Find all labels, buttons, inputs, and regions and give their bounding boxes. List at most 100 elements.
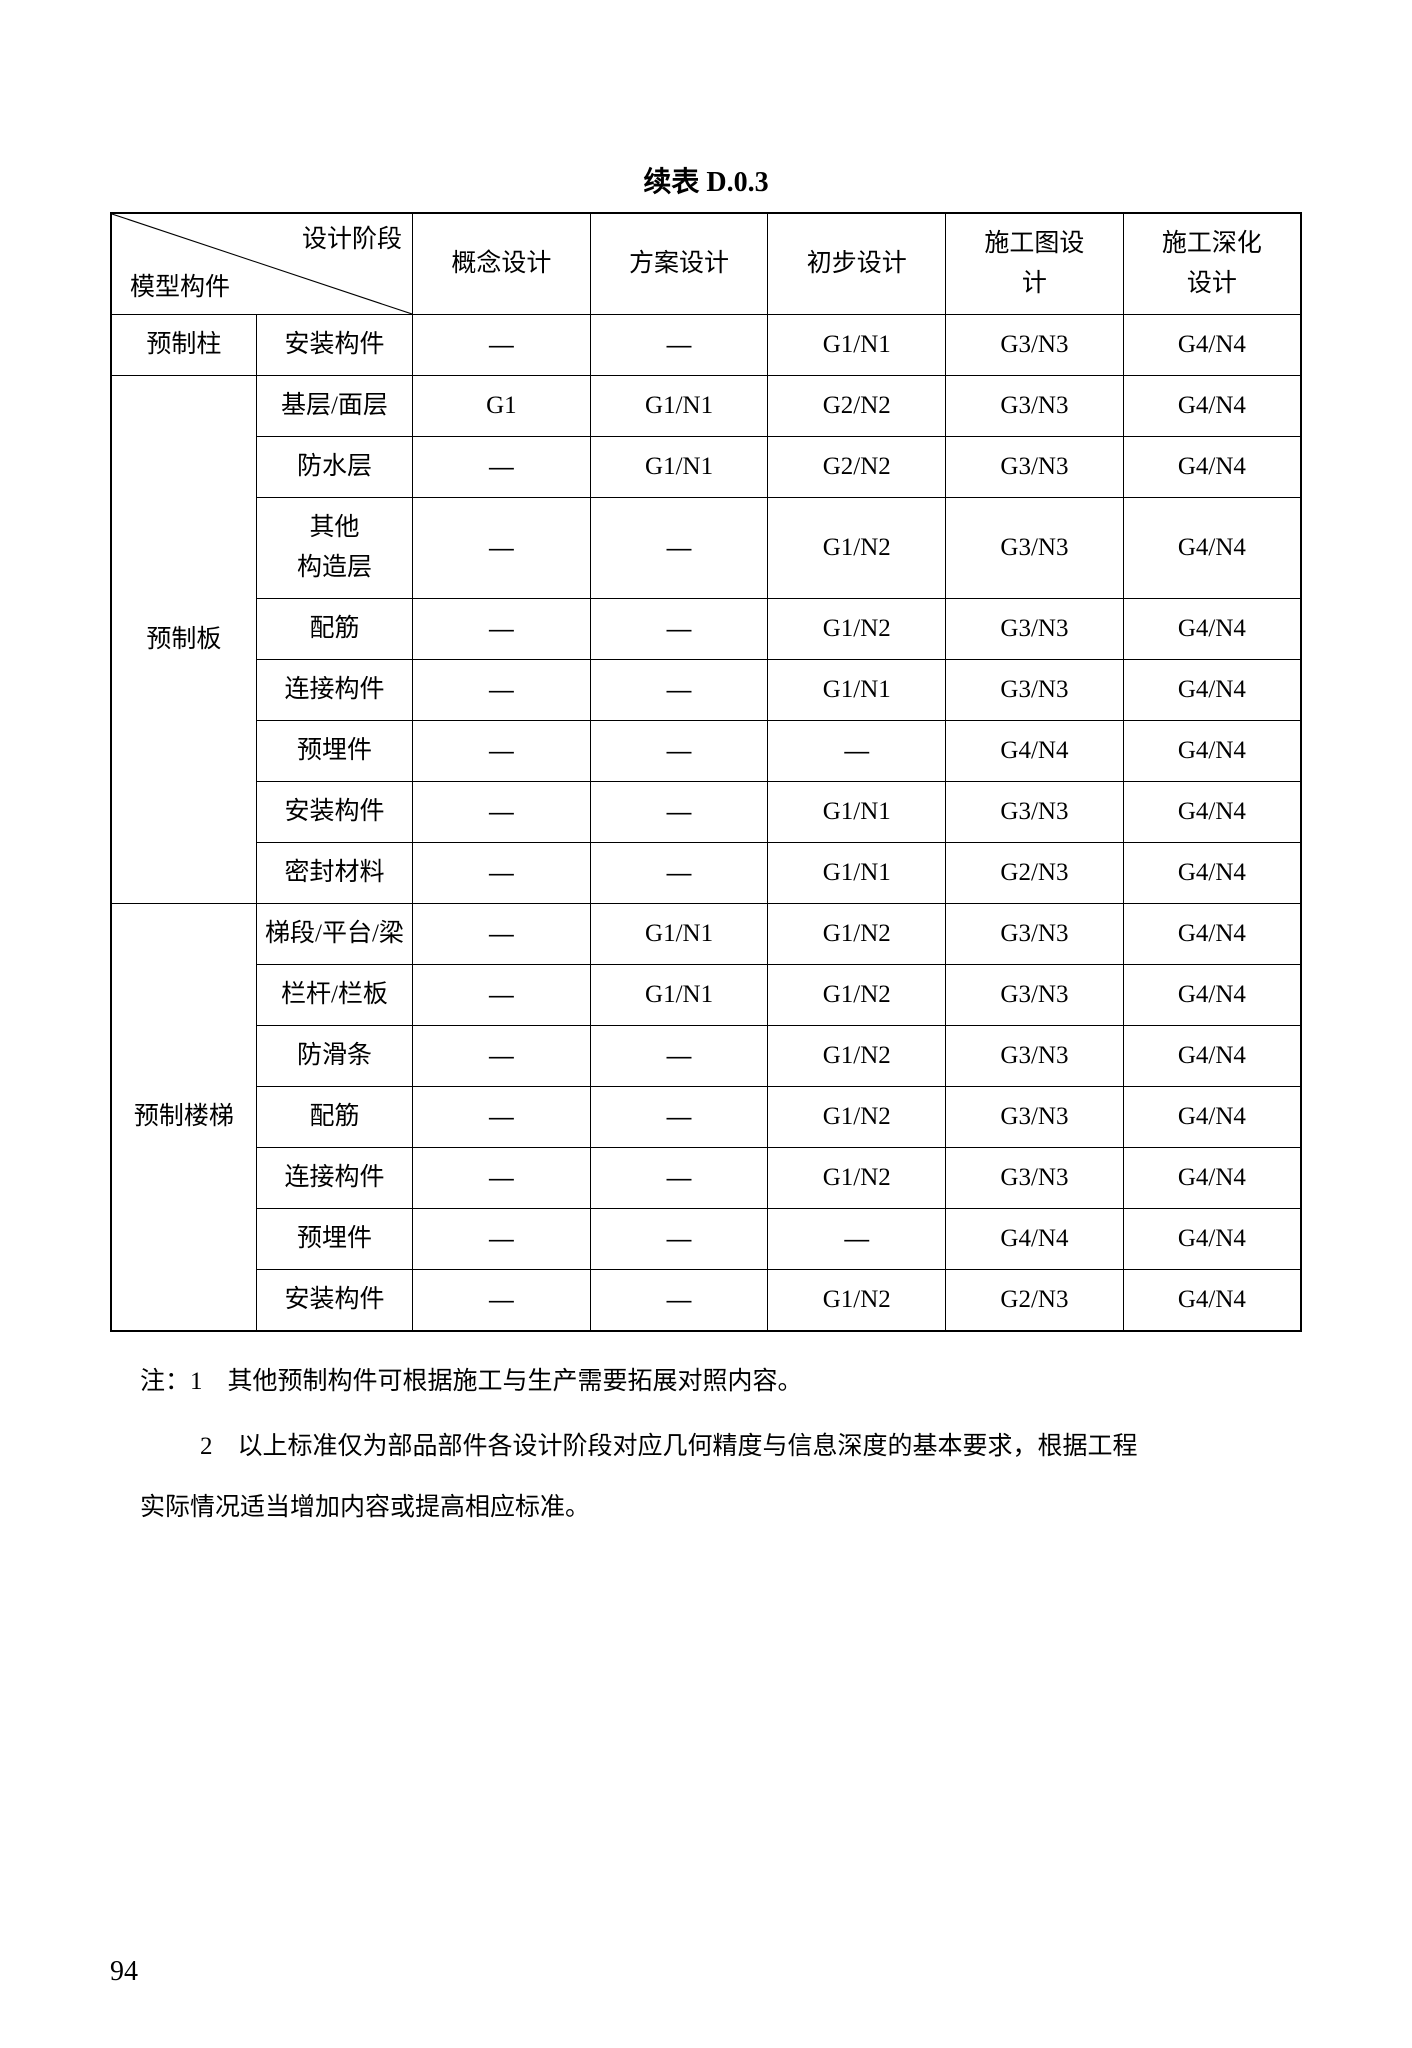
data-cell: G4/N4 (1123, 904, 1301, 965)
data-cell: — (768, 721, 946, 782)
data-cell: — (590, 1270, 768, 1332)
row-label-cell: 栏杆/栏板 (256, 965, 412, 1026)
data-cell: G2/N3 (946, 1270, 1124, 1332)
data-cell: G2/N2 (768, 376, 946, 437)
data-cell: — (413, 1087, 591, 1148)
table-body: 预制柱安装构件——G1/N1G3/N3G4/N4预制板基层/面层G1G1/N1G… (111, 315, 1301, 1332)
data-cell: G4/N4 (1123, 437, 1301, 498)
data-cell: G4/N4 (1123, 1087, 1301, 1148)
data-cell: G1/N1 (590, 965, 768, 1026)
data-cell: G3/N3 (946, 904, 1124, 965)
row-label-cell: 防水层 (256, 437, 412, 498)
data-cell: G1/N2 (768, 1148, 946, 1209)
data-cell: — (590, 1148, 768, 1209)
data-table: 设计阶段 模型构件 概念设计 方案设计 初步设计 施工图设计 施工深化设计 预制… (110, 212, 1302, 1332)
note-line: 2 以上标准仅为部品部件各设计阶段对应几何精度与信息深度的基本要求，根据工程 (140, 1419, 1302, 1474)
row-label-cell: 防滑条 (256, 1026, 412, 1087)
table-row: 安装构件——G1/N1G3/N3G4/N4 (111, 782, 1301, 843)
data-cell: — (590, 498, 768, 599)
row-label-cell: 安装构件 (256, 315, 412, 376)
data-cell: G1/N2 (768, 1087, 946, 1148)
row-label-cell: 安装构件 (256, 1270, 412, 1332)
data-cell: — (590, 660, 768, 721)
column-header: 施工深化设计 (1123, 213, 1301, 315)
diagonal-header-cell: 设计阶段 模型构件 (111, 213, 413, 315)
data-cell: G4/N4 (1123, 599, 1301, 660)
row-label-cell: 连接构件 (256, 660, 412, 721)
data-cell: G1/N1 (768, 843, 946, 904)
notes-block: 注：1 其他预制构件可根据施工与生产需要拓展对照内容。 2 以上标准仅为部品部件… (110, 1354, 1302, 1535)
data-cell: G1/N2 (768, 1270, 946, 1332)
table-row: 安装构件——G1/N2G2/N3G4/N4 (111, 1270, 1301, 1332)
row-label-cell: 安装构件 (256, 782, 412, 843)
table-row: 预制楼梯梯段/平台/梁—G1/N1G1/N2G3/N3G4/N4 (111, 904, 1301, 965)
table-row: 预埋件———G4/N4G4/N4 (111, 721, 1301, 782)
data-cell: G3/N3 (946, 437, 1124, 498)
column-header: 施工图设计 (946, 213, 1124, 315)
data-cell: G1/N1 (768, 315, 946, 376)
data-cell: — (413, 843, 591, 904)
data-cell: — (413, 1209, 591, 1270)
table-row: 预埋件———G4/N4G4/N4 (111, 1209, 1301, 1270)
table-row: 配筋——G1/N2G3/N3G4/N4 (111, 1087, 1301, 1148)
data-cell: G1/N1 (768, 782, 946, 843)
column-header: 方案设计 (590, 213, 768, 315)
table-row: 连接构件——G1/N2G3/N3G4/N4 (111, 1148, 1301, 1209)
data-cell: G1/N2 (768, 1026, 946, 1087)
group-name-cell: 预制板 (111, 376, 256, 904)
data-cell: — (413, 721, 591, 782)
data-cell: G1/N1 (590, 376, 768, 437)
row-label-cell: 配筋 (256, 1087, 412, 1148)
table-title: 续表 D.0.3 (110, 160, 1302, 200)
data-cell: — (590, 1087, 768, 1148)
column-header: 概念设计 (413, 213, 591, 315)
table-row: 预制柱安装构件——G1/N1G3/N3G4/N4 (111, 315, 1301, 376)
data-cell: G1/N2 (768, 965, 946, 1026)
data-cell: G1/N2 (768, 599, 946, 660)
data-cell: G4/N4 (1123, 660, 1301, 721)
data-cell: — (413, 315, 591, 376)
note-line: 注：1 其他预制构件可根据施工与生产需要拓展对照内容。 (140, 1354, 1302, 1409)
data-cell: G4/N4 (1123, 376, 1301, 437)
group-name-cell: 预制楼梯 (111, 904, 256, 1332)
row-label-cell: 预埋件 (256, 721, 412, 782)
data-cell: — (590, 599, 768, 660)
data-cell: — (413, 660, 591, 721)
data-cell: G3/N3 (946, 376, 1124, 437)
data-cell: G3/N3 (946, 1087, 1124, 1148)
data-cell: — (590, 1209, 768, 1270)
data-cell: — (590, 843, 768, 904)
data-cell: G2/N3 (946, 843, 1124, 904)
table-row: 密封材料——G1/N1G2/N3G4/N4 (111, 843, 1301, 904)
table-row: 预制板基层/面层G1G1/N1G2/N2G3/N3G4/N4 (111, 376, 1301, 437)
data-cell: G3/N3 (946, 315, 1124, 376)
row-label-cell: 其他构造层 (256, 498, 412, 599)
data-cell: G3/N3 (946, 965, 1124, 1026)
table-row: 栏杆/栏板—G1/N1G1/N2G3/N3G4/N4 (111, 965, 1301, 1026)
data-cell: — (590, 315, 768, 376)
data-cell: G4/N4 (1123, 843, 1301, 904)
data-cell: G3/N3 (946, 1026, 1124, 1087)
data-cell: — (413, 599, 591, 660)
data-cell: G4/N4 (1123, 498, 1301, 599)
table-row: 连接构件——G1/N1G3/N3G4/N4 (111, 660, 1301, 721)
data-cell: G4/N4 (1123, 1270, 1301, 1332)
data-cell: — (413, 965, 591, 1026)
data-cell: G4/N4 (1123, 315, 1301, 376)
data-cell: — (413, 904, 591, 965)
column-header: 初步设计 (768, 213, 946, 315)
data-cell: G3/N3 (946, 782, 1124, 843)
data-cell: G4/N4 (1123, 1148, 1301, 1209)
row-label-cell: 梯段/平台/梁 (256, 904, 412, 965)
data-cell: G4/N4 (1123, 721, 1301, 782)
note-line: 实际情况适当增加内容或提高相应标准。 (140, 1480, 1302, 1535)
data-cell: — (413, 498, 591, 599)
page-number: 94 (110, 1956, 138, 1988)
data-cell: G1/N1 (768, 660, 946, 721)
data-cell: — (413, 437, 591, 498)
data-cell: G4/N4 (1123, 782, 1301, 843)
diag-bottom-label: 模型构件 (130, 268, 230, 308)
data-cell: G3/N3 (946, 599, 1124, 660)
table-row: 配筋——G1/N2G3/N3G4/N4 (111, 599, 1301, 660)
table-row: 防滑条——G1/N2G3/N3G4/N4 (111, 1026, 1301, 1087)
